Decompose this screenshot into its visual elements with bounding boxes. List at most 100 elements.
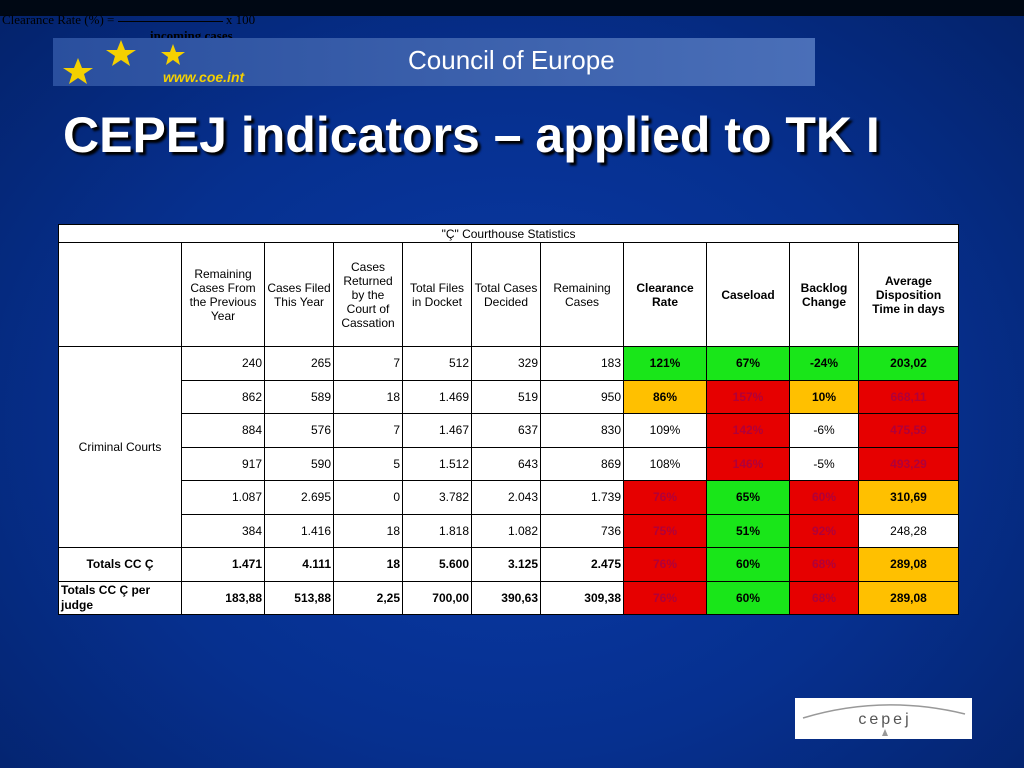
cell: 76%	[623, 480, 707, 515]
column-header: Remaining Cases From the Previous Year	[181, 242, 265, 347]
data-row: 917 590 5 1.512 643 869 108% 146% -5% 493,29	[59, 446, 960, 481]
top-bar	[0, 0, 1024, 16]
totals-label: Totals CC Ç per judge	[58, 580, 182, 615]
cell: 68%	[789, 580, 859, 615]
cell: 265	[264, 346, 334, 381]
banner-site: www.coe.int	[163, 69, 245, 85]
cell: 2.695	[264, 480, 334, 515]
column-header: Total Cases Decided	[471, 242, 541, 347]
cell: 76%	[623, 547, 707, 582]
cell: 384	[181, 513, 265, 548]
cell: 86%	[623, 379, 707, 414]
data-row: Criminal Courts 240 265 7 512 329 183 121% 67% -2…	[58, 346, 960, 548]
cell: 2.043	[471, 480, 541, 515]
cell: 157%	[706, 379, 790, 414]
cell: 519	[471, 379, 541, 414]
cepej-logo: cepej	[795, 698, 972, 739]
data-row: 384 1.416 18 1.818 1.082 736 75% 51% 92% 248,28	[59, 513, 960, 548]
cell: 576	[264, 413, 334, 448]
cell: 65%	[706, 480, 790, 515]
cell: 917	[181, 446, 265, 481]
cell: 10%	[789, 379, 859, 414]
cell: 950	[540, 379, 624, 414]
totals-row: Totals CC Ç 1.471 4.111 18 5.600 3.125 2.475 76…	[58, 547, 960, 582]
slide-title: CEPEJ indicators – applied to TK I	[63, 107, 880, 163]
data-row: 1.087 2.695 0 3.782 2.043 1.739 76% 65% 60% 310,6…	[59, 480, 960, 515]
cell: 513,88	[264, 580, 334, 615]
cell: 289,08	[857, 547, 960, 582]
cell: 862	[181, 379, 265, 414]
cell: -5%	[789, 446, 859, 481]
data-row: 884 576 7 1.467 637 830 109% 142% -6% 475,59	[59, 413, 960, 448]
cell: 68%	[789, 547, 859, 582]
cell: 700,00	[402, 580, 472, 615]
totals-row: Totals CC Ç per judge 183,88 513,88 2,25 700…	[58, 580, 960, 615]
cell: 643	[471, 446, 541, 481]
cell: 589	[264, 379, 334, 414]
column-header: Total Files in Docket	[402, 242, 472, 347]
header-row: Remaining Cases From the Previous Year Ca…	[58, 242, 960, 347]
table-title: "Ç" Courthouse Statistics	[57, 224, 960, 243]
statistics-table: "Ç" Courthouse Statistics Remaining Cases…	[57, 224, 960, 615]
column-header: Cases Returned by the Court of Cassation	[333, 242, 403, 347]
cell: 92%	[789, 513, 859, 548]
cell: 51%	[706, 513, 790, 548]
formula-right: x 100	[225, 12, 256, 27]
cell: 0	[333, 480, 403, 515]
cell: 309,38	[540, 580, 624, 615]
cell: 289,08	[857, 580, 960, 615]
cell: 1.512	[402, 446, 472, 481]
cell: 18	[333, 547, 403, 582]
cell: 1.416	[264, 513, 334, 548]
cell: 3.782	[402, 480, 472, 515]
cell: 121%	[623, 346, 707, 381]
cell: 493,29	[857, 446, 960, 481]
cell: 142%	[706, 413, 790, 448]
column-header: Cases Filed This Year	[264, 242, 334, 347]
column-header: Remaining Cases	[540, 242, 624, 347]
cell: 1.467	[402, 413, 472, 448]
cell: 736	[540, 513, 624, 548]
cell: 1.471	[181, 547, 265, 582]
formula-left: Clearance Rate (%) =	[2, 12, 115, 27]
cell: 60%	[706, 580, 790, 615]
column-header: Caseload	[706, 242, 790, 347]
cell: 5	[333, 446, 403, 481]
cell: 637	[471, 413, 541, 448]
cell: 7	[333, 346, 403, 381]
cell: 240	[181, 346, 265, 381]
cell: 183,88	[181, 580, 265, 615]
group-label: Criminal Courts	[58, 346, 182, 548]
cell: 60%	[789, 480, 859, 515]
cell: 1.739	[540, 480, 624, 515]
cell: 668,11	[857, 379, 960, 414]
cell: 2.475	[540, 547, 624, 582]
cell: 884	[181, 413, 265, 448]
cell: 60%	[706, 547, 790, 582]
cell: 75%	[623, 513, 707, 548]
formula: Clearance Rate (%) = x 100	[2, 12, 255, 28]
cell: 869	[540, 446, 624, 481]
cell: 183	[540, 346, 624, 381]
cell: 18	[333, 513, 403, 548]
banner: www.coe.int Council of Europe	[53, 38, 815, 86]
cell: 109%	[623, 413, 707, 448]
cell: 590	[264, 446, 334, 481]
cell: 7	[333, 413, 403, 448]
cell: -6%	[789, 413, 859, 448]
column-header: Average Disposition Time in days	[857, 242, 960, 347]
cell: 830	[540, 413, 624, 448]
title-row: "Ç" Courthouse Statistics	[57, 224, 960, 243]
cell: 1.087	[181, 480, 265, 515]
cell: 203,02	[857, 346, 960, 381]
cell: 3.125	[471, 547, 541, 582]
cell: 1.082	[471, 513, 541, 548]
totals-label: Totals CC Ç	[58, 547, 182, 582]
cell: 2,25	[333, 580, 403, 615]
column-header: Backlog Change	[789, 242, 859, 347]
cell: 67%	[706, 346, 790, 381]
cell: 1.469	[402, 379, 472, 414]
data-row: 862 589 18 1.469 519 950 86% 157% 10% 668,11	[59, 379, 960, 414]
cell: 4.111	[264, 547, 334, 582]
